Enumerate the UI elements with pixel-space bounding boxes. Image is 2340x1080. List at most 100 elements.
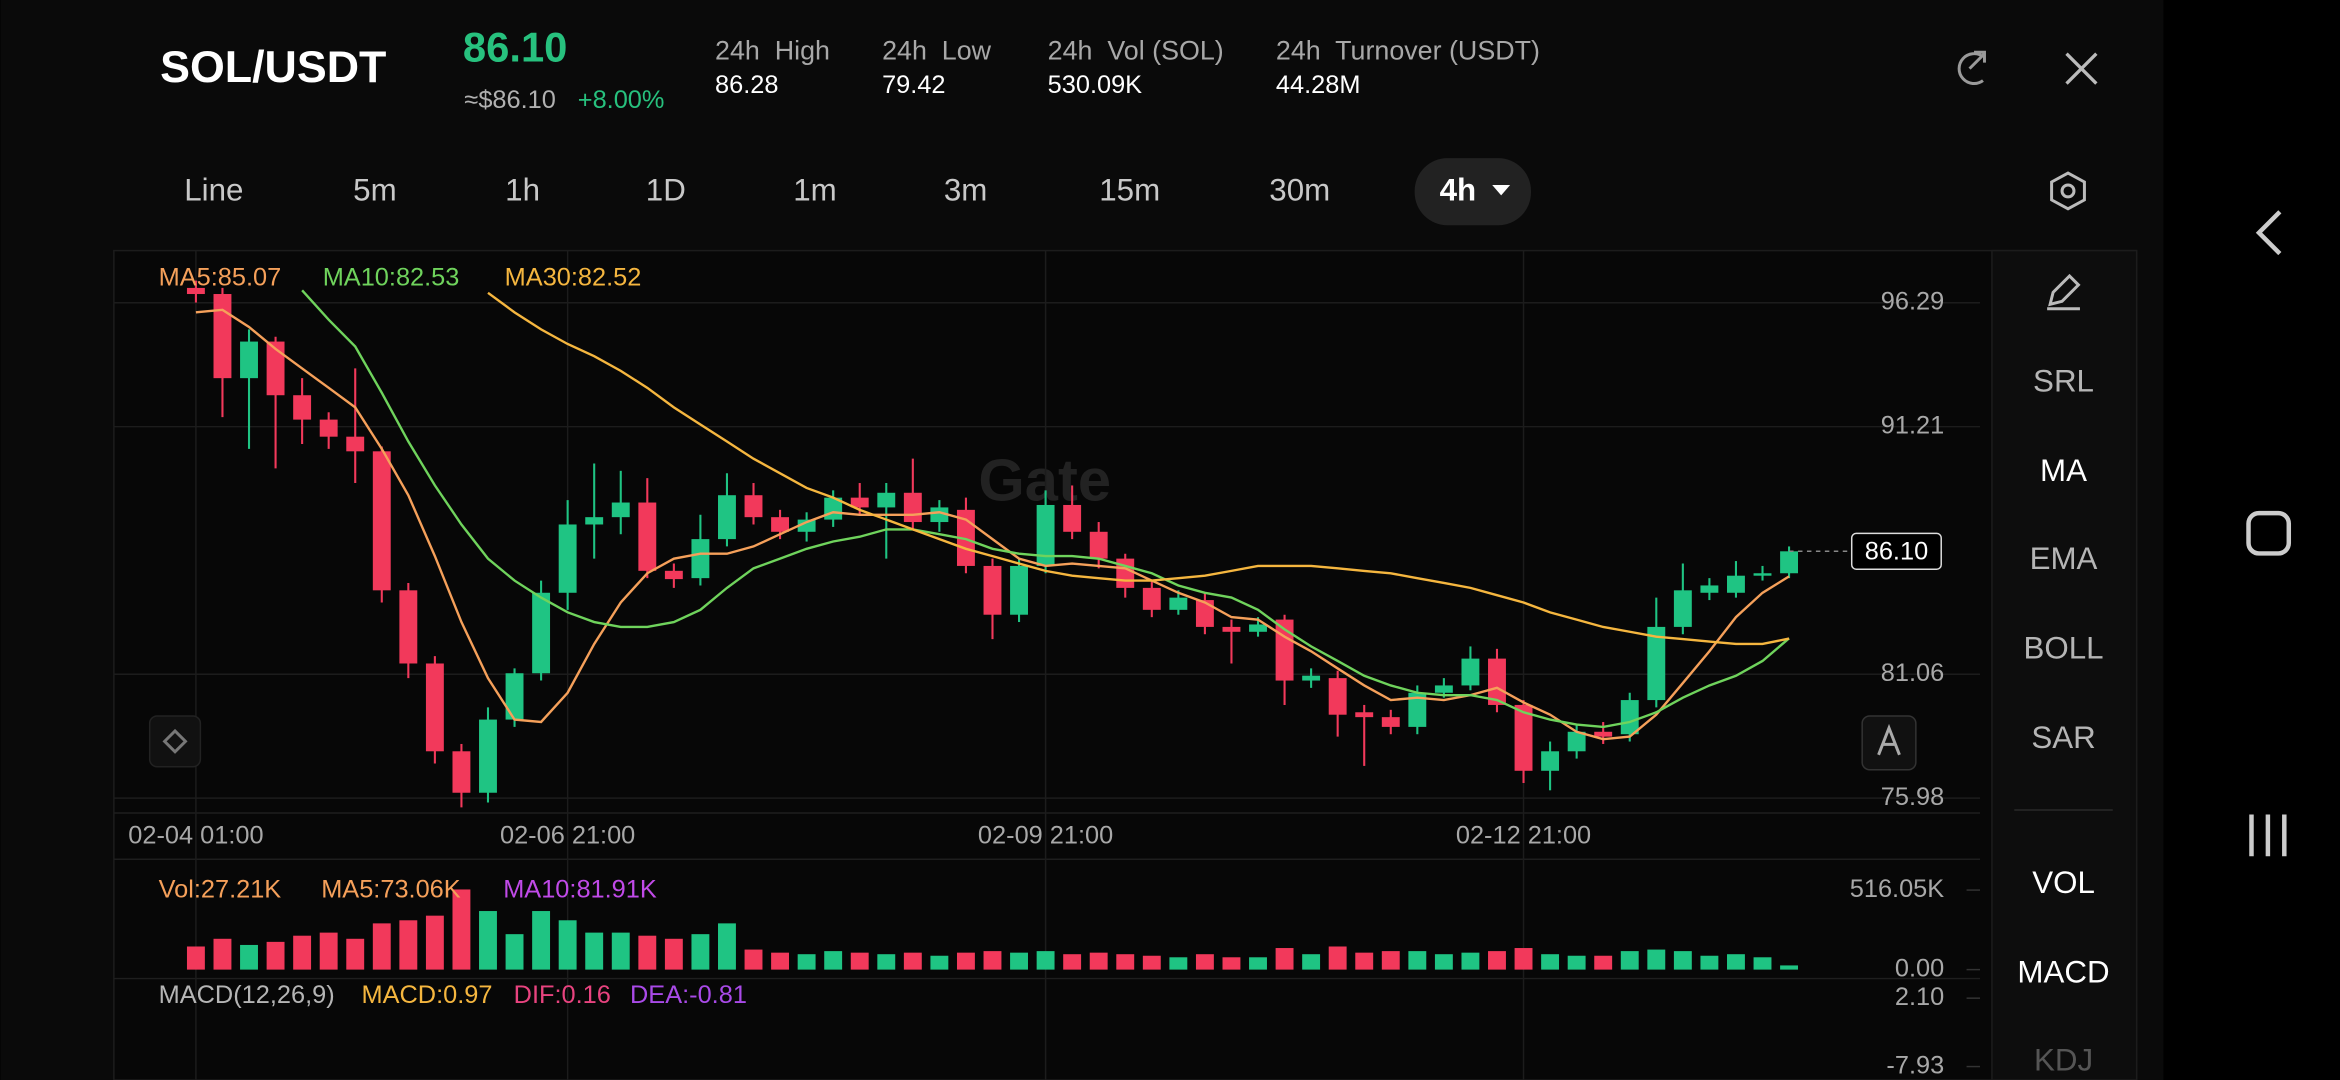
drawing-toggle[interactable]	[148, 715, 202, 768]
candle-body	[771, 517, 790, 532]
candle-body	[1461, 658, 1480, 686]
timeframe-tab[interactable]: 3m	[944, 173, 988, 208]
tool-label[interactable]: MA	[2040, 453, 2087, 488]
volume-bar	[425, 915, 444, 970]
ma-line	[195, 308, 1790, 741]
volume-bar	[1275, 948, 1294, 970]
pencil-icon	[2047, 273, 2081, 311]
tool-label[interactable]: MACD	[2017, 954, 2109, 989]
timeframe-bar: Line 5m 1h 1D 1m 3m 15m 30m 4h	[184, 158, 1531, 226]
approx-price: ≈$86.10	[464, 86, 555, 114]
candle-body	[558, 524, 577, 593]
legend-entry: MA10:81.91K	[503, 875, 657, 903]
timeframe-label: Line	[184, 173, 243, 208]
close-button[interactable]	[2065, 52, 2098, 85]
timeframe-tab[interactable]: 5m	[353, 173, 397, 208]
timeframe-label: 1D	[646, 173, 686, 208]
candle-body	[797, 519, 816, 532]
y-tick-label: 91.21	[1881, 411, 1944, 439]
legend-entry: MA5:85.07	[159, 264, 282, 292]
nav-home[interactable]	[2246, 510, 2292, 556]
volume-bar	[346, 938, 365, 970]
candle-body	[399, 590, 418, 664]
legend-entry: DIF:0.16	[514, 981, 611, 1009]
tool-label[interactable]: BOLL	[2023, 631, 2103, 666]
volume-bar	[1700, 955, 1719, 970]
candle-body	[1222, 626, 1241, 632]
last-price-box	[1850, 532, 1942, 570]
y-tick-label: 0.00	[1895, 954, 1944, 982]
timeframe-tab[interactable]: Line	[184, 173, 243, 208]
candle-body	[1036, 504, 1055, 566]
volume-bar	[505, 934, 524, 970]
close-icon	[2065, 52, 2098, 85]
candle-body	[1195, 600, 1214, 627]
stat-label: 24h Low	[882, 35, 992, 65]
candle-body	[1089, 531, 1108, 559]
timeframe-tab[interactable]: 1D	[646, 173, 686, 208]
volume-bar	[744, 949, 763, 970]
last-price-label: 86.10	[1865, 538, 1928, 566]
candle-body	[1328, 678, 1347, 715]
stat-label: 24h Turnover (USDT)	[1276, 35, 1540, 65]
candle-body	[1567, 731, 1586, 752]
tool-label[interactable]: SAR	[2031, 720, 2095, 755]
candle-body	[1408, 692, 1427, 727]
volume-bar	[213, 938, 232, 970]
tool-label[interactable]: VOL	[2032, 865, 2095, 900]
draw-tool-button[interactable]	[2047, 273, 2081, 311]
timeframe-label: 1m	[793, 173, 837, 208]
candle-body	[664, 570, 683, 580]
share-icon	[1957, 50, 1986, 86]
stat-value: 530.09K	[1048, 71, 1143, 99]
settings-icon	[2050, 171, 2086, 211]
timeframe-tab[interactable]: 30m	[1269, 173, 1330, 208]
volume-bar	[1727, 954, 1745, 970]
volume-bar	[664, 938, 683, 970]
candle-body	[1647, 626, 1666, 701]
x-tick-label: 02-04 01:00	[128, 822, 263, 850]
volume-bar	[399, 920, 418, 970]
volume-bar	[1514, 948, 1533, 970]
timeframe-tab[interactable]: 15m	[1099, 173, 1160, 208]
stat-label: 24h Vol (SOL)	[1048, 35, 1224, 65]
candle-body	[1514, 704, 1533, 771]
volume-bar	[266, 941, 285, 970]
volume-bar	[903, 952, 922, 970]
candle-body	[1063, 504, 1082, 532]
timeframe-tab[interactable]: 4h	[1414, 158, 1531, 226]
candle-body	[1434, 685, 1453, 693]
volume-bar	[611, 932, 630, 970]
nav-recents[interactable]	[2249, 814, 2287, 857]
tool-label[interactable]: SRL	[2033, 364, 2094, 399]
timeframe-tab[interactable]: 1m	[793, 173, 837, 208]
candle-body	[691, 539, 710, 579]
candle-body	[1355, 712, 1374, 718]
timeframe-tab[interactable]: 1h	[505, 173, 540, 208]
toggle-icon	[162, 728, 188, 754]
tool-label[interactable]: EMA	[2030, 541, 2098, 576]
tool-label[interactable]: KDJ	[2034, 1042, 2093, 1077]
candle-body	[479, 719, 497, 793]
volume-bar	[532, 911, 551, 970]
candle-body	[903, 492, 922, 523]
candle-body	[1541, 751, 1560, 771]
auto-scale-button[interactable]	[1861, 715, 1917, 771]
share-button[interactable]	[1957, 50, 1986, 86]
candle-body	[1673, 590, 1692, 627]
candle-body	[266, 341, 285, 396]
y-tick-label: 75.98	[1881, 783, 1944, 811]
volume-bar	[638, 935, 657, 970]
legend-entry: MA30:82.52	[505, 264, 642, 292]
nav-back[interactable]	[2255, 210, 2282, 256]
volume-bar	[1567, 955, 1586, 970]
auto-scale-icon	[1877, 723, 1901, 756]
volume-bar	[1328, 946, 1347, 970]
volume-bar	[585, 932, 604, 970]
volume-bar	[319, 932, 338, 970]
y-tick-label: 81.06	[1881, 659, 1944, 687]
ma-line	[301, 289, 1790, 729]
volume-bar	[930, 955, 949, 970]
settings-button[interactable]	[2050, 171, 2086, 211]
